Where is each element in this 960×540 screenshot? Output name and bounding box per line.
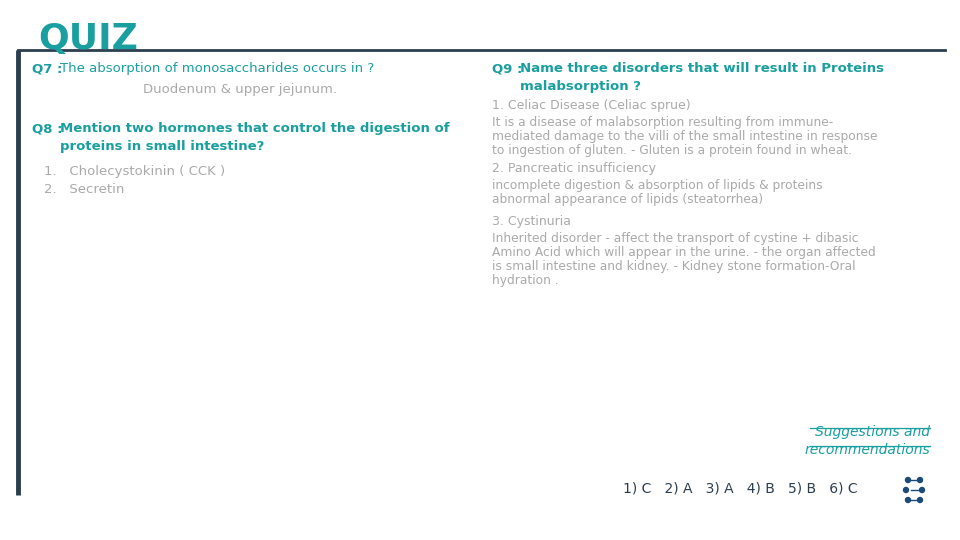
Text: Q8 :: Q8 : — [32, 122, 67, 135]
Text: abnormal appearance of lipids (steatorrhea): abnormal appearance of lipids (steatorrh… — [492, 193, 763, 206]
Text: Q7 :: Q7 : — [32, 62, 67, 75]
Text: The absorption of monosaccharides occurs in ?: The absorption of monosaccharides occurs… — [60, 62, 374, 75]
Text: It is a disease of malabsorption resulting from immune-: It is a disease of malabsorption resulti… — [492, 116, 833, 129]
Text: recommendations: recommendations — [804, 443, 930, 457]
Text: Amino Acid which will appear in the urine. - the organ affected: Amino Acid which will appear in the urin… — [492, 246, 876, 259]
Text: Mention two hormones that control the digestion of: Mention two hormones that control the di… — [60, 122, 449, 135]
Text: to ingestion of gluten. - Gluten is a protein found in wheat.: to ingestion of gluten. - Gluten is a pr… — [492, 144, 852, 157]
Text: 1. Celiac Disease (Celiac sprue): 1. Celiac Disease (Celiac sprue) — [492, 99, 690, 112]
Text: hydration .: hydration . — [492, 274, 559, 287]
Circle shape — [905, 497, 910, 503]
Circle shape — [903, 488, 908, 492]
Circle shape — [920, 488, 924, 492]
Circle shape — [918, 497, 923, 503]
Text: Name three disorders that will result in Proteins: Name three disorders that will result in… — [520, 62, 884, 75]
Circle shape — [918, 477, 923, 483]
Text: Q9 :: Q9 : — [492, 62, 527, 75]
Text: malabsorption ?: malabsorption ? — [520, 80, 641, 93]
Text: 2.   Secretin: 2. Secretin — [44, 183, 125, 196]
Circle shape — [905, 477, 910, 483]
Text: incomplete digestion & absorption of lipids & proteins: incomplete digestion & absorption of lip… — [492, 179, 823, 192]
Text: mediated damage to the villi of the small intestine in response: mediated damage to the villi of the smal… — [492, 130, 877, 143]
Text: is small intestine and kidney. - Kidney stone formation-Oral: is small intestine and kidney. - Kidney … — [492, 260, 855, 273]
Text: QUIZ: QUIZ — [38, 22, 138, 56]
Text: Duodenum & upper jejunum.: Duodenum & upper jejunum. — [143, 83, 337, 96]
Text: Suggestions and: Suggestions and — [815, 425, 930, 439]
Text: 3. Cystinuria: 3. Cystinuria — [492, 215, 571, 228]
Text: 2. Pancreatic insufficiency: 2. Pancreatic insufficiency — [492, 162, 656, 175]
Text: proteins in small intestine?: proteins in small intestine? — [60, 140, 264, 153]
Text: 1) C   2) A   3) A   4) B   5) B   6) C: 1) C 2) A 3) A 4) B 5) B 6) C — [623, 482, 857, 496]
Text: Inherited disorder - affect the transport of cystine + dibasic: Inherited disorder - affect the transpor… — [492, 232, 858, 245]
Text: 1.   Cholecystokinin ( CCK ): 1. Cholecystokinin ( CCK ) — [44, 165, 226, 178]
